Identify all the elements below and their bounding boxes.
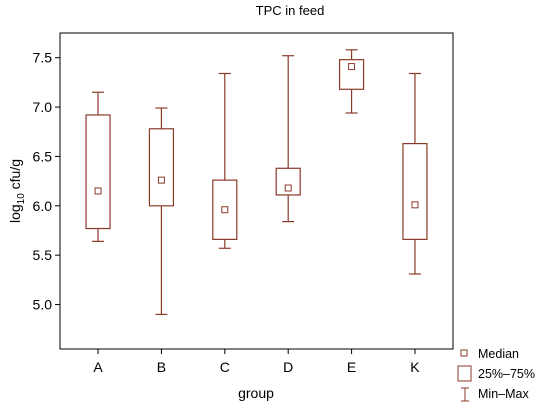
- median-marker: [348, 63, 356, 71]
- box-series: [85, 49, 428, 316]
- box-group-b: [148, 107, 175, 316]
- x-tick-label: B: [157, 359, 166, 375]
- legend-median-label: Median: [478, 347, 519, 361]
- y-axis-label-main: log: [7, 204, 23, 223]
- median-marker: [157, 176, 165, 184]
- x-axis-label: group: [238, 385, 274, 401]
- chart-title: TPC in feed: [256, 3, 325, 18]
- legend-iqr-marker: [457, 365, 472, 382]
- box-group-e: [338, 49, 365, 114]
- x-tick-label: C: [220, 359, 230, 375]
- box-group-d: [275, 55, 301, 223]
- y-tick-label: 7.0: [33, 99, 53, 115]
- box-group-a: [85, 91, 111, 242]
- y-tick-label: 7.5: [33, 50, 53, 66]
- x-tick-label: D: [283, 359, 293, 375]
- y-axis-label: log10 cfu/g: [7, 159, 27, 223]
- y-tick-label: 6.0: [33, 198, 53, 214]
- y-tick-label: 6.5: [33, 148, 53, 164]
- legend-range-label: Min–Max: [478, 387, 529, 401]
- y-axis-label-subscript: 10: [16, 193, 27, 205]
- median-marker: [221, 206, 229, 214]
- iqr-box: [275, 167, 301, 196]
- y-axis: 5.0 5.5 6.0 6.5 7.0 7.5: [33, 50, 60, 313]
- x-tick-label: A: [93, 359, 103, 375]
- y-tick-label: 5.0: [33, 297, 53, 313]
- legend-median-marker: [460, 349, 468, 357]
- x-tick-label: K: [410, 359, 420, 375]
- x-tick-label: E: [347, 359, 356, 375]
- iqr-box: [148, 128, 175, 207]
- legend-range-marker: [461, 387, 469, 402]
- plot-area-frame: [59, 32, 454, 350]
- median-marker: [284, 184, 292, 192]
- box-group-c: [212, 72, 238, 249]
- median-marker: [411, 201, 419, 209]
- iqr-box: [402, 143, 428, 240]
- legend: Median 25%–75% Min–Max: [457, 347, 535, 402]
- y-axis-label-rest: cfu/g: [7, 159, 23, 193]
- y-tick-label: 5.5: [33, 247, 53, 263]
- legend-iqr-label: 25%–75%: [478, 367, 535, 381]
- median-marker: [94, 187, 102, 195]
- iqr-box: [85, 114, 111, 230]
- box-group-k: [402, 72, 428, 275]
